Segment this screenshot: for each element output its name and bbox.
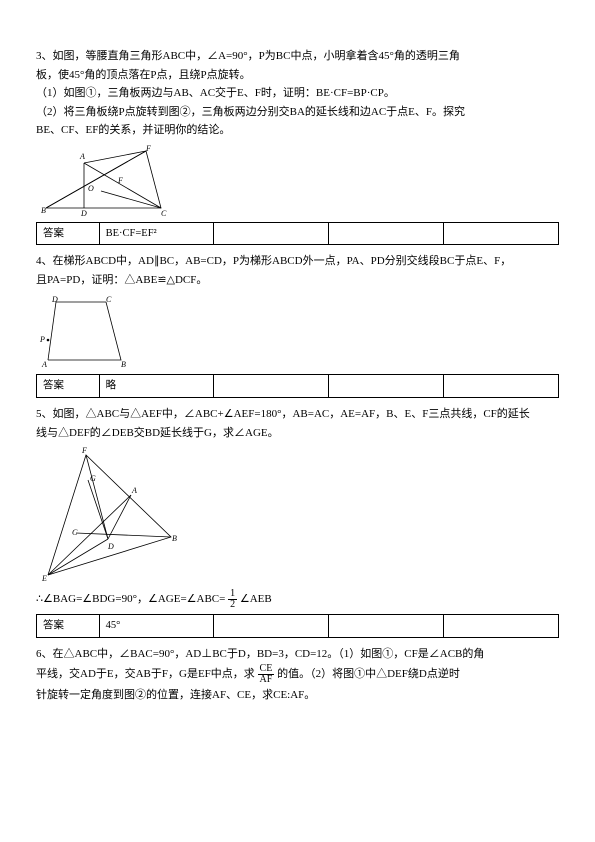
problem3-line1: 3、如图，等腰直角三角形ABC中，∠A=90°，P为BC中点，小明拿着含45°角… [36, 48, 559, 65]
svg-text:F: F [81, 446, 87, 455]
problem6-line1: 6、在△ABC中，∠BAC=90°，AD⊥BC于D，BD=3，CD=12。（1）… [36, 646, 559, 663]
svg-text:A: A [131, 486, 137, 495]
line2-suffix: 的值。（2）将图①中△DEF绕D点逆时 [277, 668, 460, 680]
problem3-answer-table: 答案 BE·CF=EF² [36, 222, 559, 246]
problem5-hint: ∴∠BAG=∠BDG=90°，∠AGE=∠ABC= 12 ∠AEB [36, 589, 559, 610]
problem5-line2: 线与△DEF的∠DEB交BD延长线于G，求∠AGE。 [36, 425, 559, 442]
hint-text2: ∠AEB [240, 593, 272, 605]
answer-cell-empty [444, 222, 559, 245]
problem4-figure: D C A B P [36, 292, 559, 370]
answer-cell-empty [214, 222, 329, 245]
answer-label: 答案 [37, 222, 100, 245]
answer-cell-empty [329, 375, 444, 398]
svg-text:C: C [106, 295, 112, 304]
answer-cell: 45° [99, 615, 214, 638]
svg-text:C: C [72, 528, 78, 537]
line2-prefix: 平线，交AD于E，交AB于F，G是EF中点，求 [36, 668, 255, 680]
svg-text:B: B [172, 534, 177, 543]
answer-label: 答案 [37, 375, 100, 398]
problem5-figure: F G A C D B E [36, 445, 559, 585]
answer-cell-empty [214, 615, 329, 638]
svg-text:B: B [41, 206, 46, 215]
problem3-figure: A F B D C O F [36, 143, 559, 218]
svg-text:O: O [88, 184, 94, 193]
ratio-fraction: CE AF [258, 664, 275, 685]
problem3-line4: （2）将三角板绕P点旋转到图②，三角板两边分别交BA的延长线和边AC于点E、F。… [36, 104, 559, 121]
hint-text: ∴∠BAG=∠BDG=90°，∠AGE=∠ABC= [36, 593, 225, 605]
problem3-line3: （1）如图①，三角板两边与AB、AC交于E、F时，证明：BE·CF=BP·CP。 [36, 85, 559, 102]
answer-label: 答案 [37, 615, 100, 638]
problem3-line2: 板，使45°角的顶点落在P点，且绕P点旋转。 [36, 67, 559, 84]
svg-text:F: F [117, 176, 123, 185]
problem4-line2: 且PA=PD，证明：△ABE≌△DCF。 [36, 272, 559, 289]
problem3-line5: BE、CF、EF的关系，并证明你的结论。 [36, 122, 559, 139]
problem4-answer-table: 答案 略 [36, 374, 559, 398]
answer-cell-empty [329, 615, 444, 638]
svg-text:A: A [79, 152, 85, 161]
problem5-line1: 5、如图，△ABC与△AEF中，∠ABC+∠AEF=180°，AB=AC，AE=… [36, 406, 559, 423]
svg-text:A: A [41, 360, 47, 369]
problem5-answer-table: 答案 45° [36, 614, 559, 638]
svg-text:E: E [41, 574, 47, 583]
svg-text:C: C [161, 209, 167, 218]
problem4-line1: 4、在梯形ABCD中，AD∥BC，AB=CD，P为梯形ABCD外一点，PA、PD… [36, 253, 559, 270]
frac-den: AF [258, 675, 275, 685]
answer-cell-empty [214, 375, 329, 398]
svg-text:D: D [107, 542, 114, 551]
answer-cell: 略 [99, 375, 214, 398]
problem6-line2: 平线，交AD于E，交AB于F，G是EF中点，求 CE AF 的值。（2）将图①中… [36, 664, 559, 685]
svg-text:B: B [121, 360, 126, 369]
answer-cell-empty [444, 375, 559, 398]
svg-text:P: P [39, 335, 45, 344]
half-fraction: 12 [228, 589, 237, 610]
answer-cell-empty [444, 615, 559, 638]
answer-cell: BE·CF=EF² [99, 222, 214, 245]
problem6-line3: 针旋转一定角度到图②的位置，连接AF、CE，求CE:AF。 [36, 687, 559, 704]
svg-text:F: F [145, 144, 151, 153]
svg-text:D: D [51, 295, 58, 304]
answer-cell-empty [329, 222, 444, 245]
svg-text:G: G [90, 474, 96, 483]
svg-text:D: D [80, 209, 87, 218]
